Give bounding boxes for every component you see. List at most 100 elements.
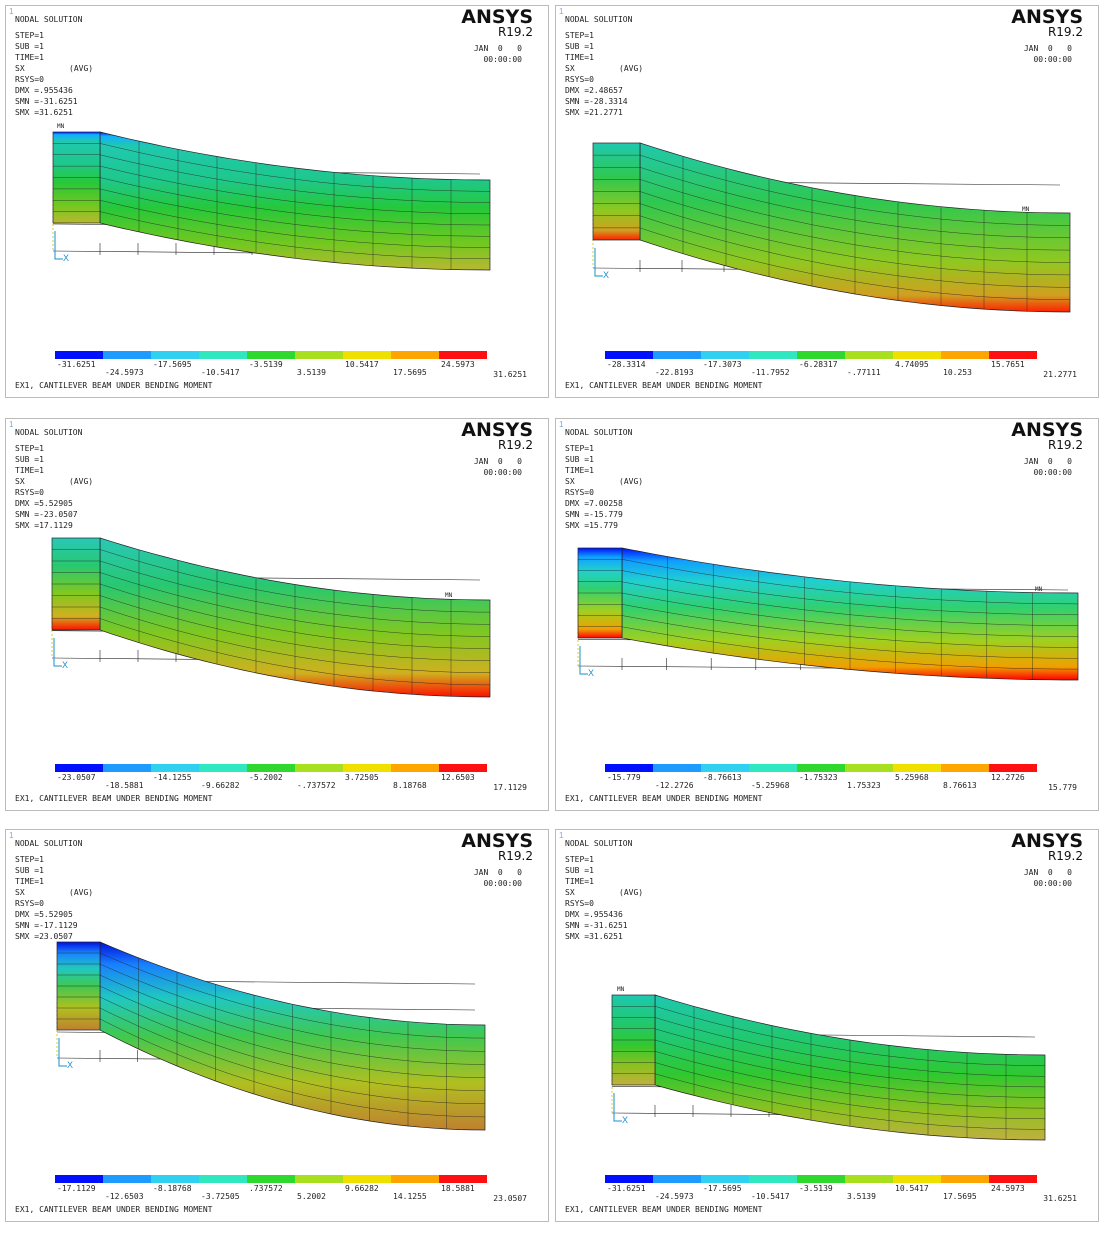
axis-triad-label: X [588, 668, 594, 678]
legend-swatch [605, 1175, 653, 1183]
info-step: STEP=1 [565, 31, 594, 40]
axis-triad-label: X [67, 1060, 73, 1070]
date: JAN 0 0 [1024, 868, 1072, 877]
legend-label: -17.1129 [57, 1184, 96, 1193]
legend-label: 12.2726 [991, 773, 1025, 782]
info-avg: (AVG) [619, 477, 643, 486]
legend-swatch [749, 351, 797, 359]
info-smx: SMX =31.6251 [15, 108, 73, 117]
info-title: NODAL SOLUTION [565, 839, 633, 848]
legend-label: -22.8193 [655, 368, 694, 377]
info-smn: SMN =-15.779 [565, 510, 623, 519]
window-number: 1 [9, 7, 14, 16]
legend-label: -.77111 [847, 368, 881, 377]
info-rsys: RSYS=0 [565, 75, 594, 84]
legend-label: 3.5139 [297, 368, 326, 377]
info-result: SX [565, 64, 575, 73]
legend-label: 24.5973 [991, 1184, 1025, 1193]
caption: EX1, CANTILEVER BEAM UNDER BENDING MOMEN… [565, 1205, 763, 1214]
window-number: 1 [559, 831, 564, 840]
legend-label: -14.1255 [153, 773, 192, 782]
clock: 00:00:00 [1033, 55, 1072, 64]
info-dmx: DMX =5.52905 [15, 910, 73, 919]
legend-label: -24.5973 [655, 1192, 694, 1201]
min-marker: MN [445, 592, 453, 599]
legend-label: -12.6503 [105, 1192, 144, 1201]
legend-swatch [103, 764, 151, 772]
info-smx: SMX =15.779 [565, 521, 618, 530]
legend-swatch [941, 1175, 989, 1183]
info-rsys: RSYS=0 [15, 899, 44, 908]
legend-swatch [55, 1175, 103, 1183]
brand-logo: ANSYS [1011, 6, 1083, 28]
legend-label: -17.5695 [153, 360, 192, 369]
axis-triad [53, 638, 62, 667]
legend-label: -17.5695 [703, 1184, 742, 1193]
info-rsys: RSYS=0 [565, 899, 594, 908]
version: R19.2 [1048, 849, 1083, 863]
legend-label: -8.18768 [153, 1184, 192, 1193]
legend-swatch [893, 351, 941, 359]
legend-label: 31.6251 [1043, 1194, 1077, 1203]
legend-swatch [797, 764, 845, 772]
legend-label: 8.18768 [393, 781, 427, 790]
info-result: SX [565, 477, 575, 486]
legend-swatch [845, 764, 893, 772]
info-time: TIME=1 [565, 877, 594, 886]
legend-label: 17.5695 [943, 1192, 977, 1201]
info-smn: SMN =-28.3314 [565, 97, 628, 106]
window-number: 1 [9, 831, 14, 840]
legend-swatch [391, 351, 439, 359]
axis-triad [613, 1093, 622, 1122]
info-smn: SMN =-23.0507 [15, 510, 78, 519]
info-title: NODAL SOLUTION [15, 428, 83, 437]
info-time: TIME=1 [15, 466, 44, 475]
legend-label: -10.5417 [201, 368, 240, 377]
legend-swatch [893, 1175, 941, 1183]
date: JAN 0 0 [474, 457, 522, 466]
axis-triad [54, 231, 63, 260]
legend-swatch [797, 1175, 845, 1183]
legend-swatch [151, 764, 199, 772]
info-dmx: DMX =.955436 [15, 86, 73, 95]
info-result: SX [15, 477, 25, 486]
info-result: SX [15, 64, 25, 73]
legend-label: -11.7952 [751, 368, 790, 377]
legend-label: -31.6251 [607, 1184, 646, 1193]
legend-swatch [439, 764, 487, 772]
legend-label: -31.6251 [57, 360, 96, 369]
info-time: TIME=1 [565, 53, 594, 62]
info-step: STEP=1 [565, 444, 594, 453]
min-marker: MN [1035, 586, 1043, 593]
legend-label: -3.5139 [799, 1184, 833, 1193]
legend-label: 17.5695 [393, 368, 427, 377]
legend-label: 12.6503 [441, 773, 475, 782]
date: JAN 0 0 [1024, 457, 1072, 466]
legend-label: -10.5417 [751, 1192, 790, 1201]
legend-swatch [55, 764, 103, 772]
legend-swatch [295, 1175, 343, 1183]
info-smn: SMN =-31.6251 [565, 921, 628, 930]
legend-swatch [439, 351, 487, 359]
legend-label: -3.72505 [201, 1192, 240, 1201]
legend-label: -5.2002 [249, 773, 283, 782]
legend-swatch [845, 1175, 893, 1183]
info-avg: (AVG) [69, 888, 93, 897]
info-step: STEP=1 [15, 855, 44, 864]
window-number: 1 [559, 7, 564, 16]
legend-swatch [151, 1175, 199, 1183]
legend-swatch [199, 764, 247, 772]
brand-logo: ANSYS [1011, 830, 1083, 852]
legend-label: 31.6251 [493, 370, 527, 379]
legend-swatch [343, 351, 391, 359]
legend-swatch [845, 351, 893, 359]
clock: 00:00:00 [483, 879, 522, 888]
axis-triad-label: X [603, 270, 609, 280]
info-sub: SUB =1 [565, 866, 594, 875]
info-avg: (AVG) [619, 888, 643, 897]
min-marker: MN [617, 986, 625, 993]
legend-label: -17.3073 [703, 360, 742, 369]
